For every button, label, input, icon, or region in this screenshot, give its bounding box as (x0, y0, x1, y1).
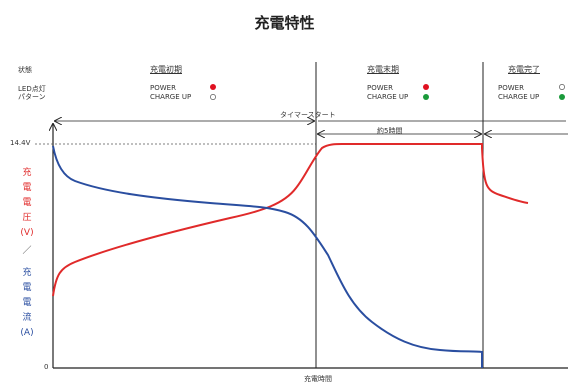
origin-label: 0 (44, 363, 49, 371)
state-label: 状態 (18, 66, 32, 74)
led-red-icon (423, 84, 429, 90)
phase-final-power-text: POWER (367, 84, 393, 92)
led-off-icon (559, 84, 565, 90)
phase-complete-label: 充電完了 (508, 65, 540, 74)
phase-complete-power-text: POWER (498, 84, 524, 92)
led-pattern-label-1: LED点灯 (18, 85, 46, 93)
timer-start-annotation: タイマースタート (280, 111, 336, 119)
page-title: 充電特性 (254, 14, 315, 32)
x-axis-label: 充電時間 (304, 375, 332, 383)
phase-final-label: 充電末期 (367, 65, 399, 74)
current-curve (52, 145, 483, 368)
phase-final-charge-text: CHARGE UP (367, 93, 409, 101)
led-off-icon (210, 94, 216, 100)
y-axis-voltage-label: 充 電 電 圧 (V) (20, 168, 34, 238)
phase-complete-charge-text: CHARGE UP (498, 93, 540, 101)
phase-initial-power-text: POWER (150, 84, 176, 92)
led-green-icon (559, 94, 565, 100)
phase-initial-charge-text: CHARGE UP (150, 93, 192, 101)
phase-initial-label: 充電初期 (150, 65, 182, 74)
voltage-curve (52, 143, 529, 297)
led-pattern-label-2: パターン (18, 93, 46, 101)
led-red-icon (210, 84, 216, 90)
led-green-icon (423, 94, 429, 100)
voltage-level-label: 14.4V (10, 139, 31, 147)
y-axis-current-label: 充 電 電 流 (A) (20, 268, 34, 338)
y-axis-separator: ／ (22, 246, 32, 256)
